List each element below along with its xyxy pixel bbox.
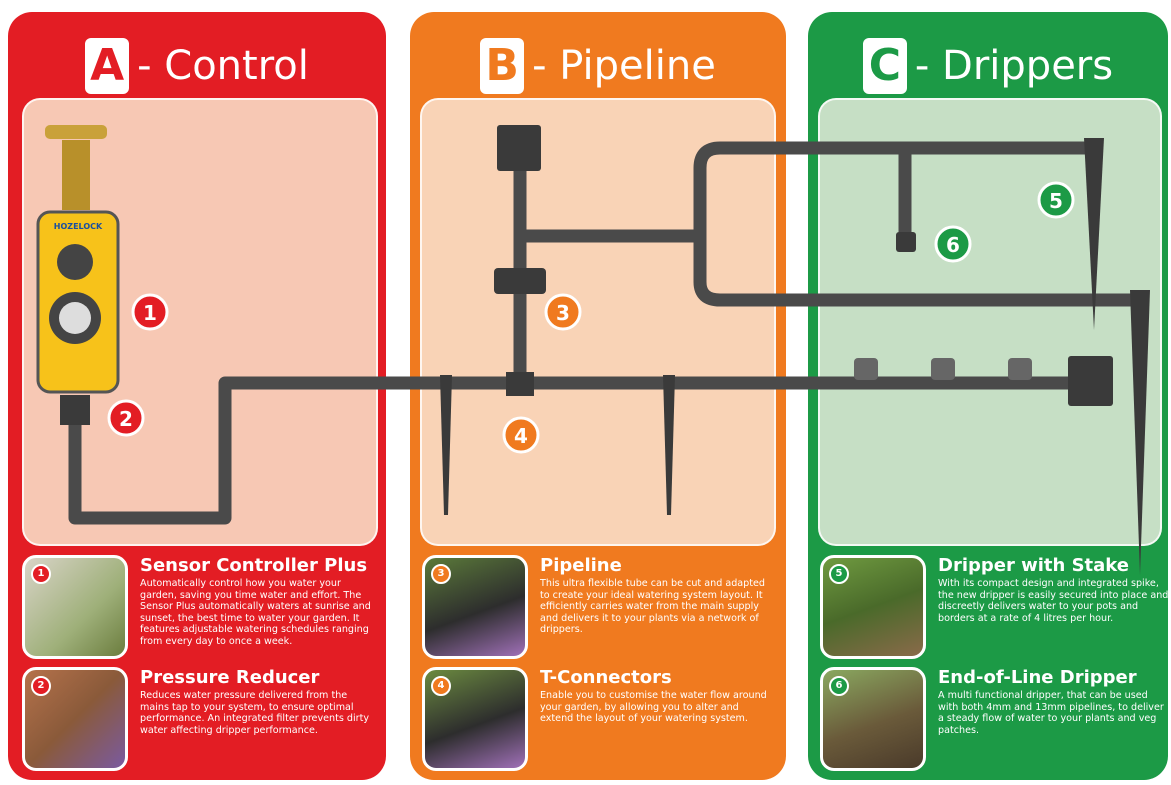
pipe-diagram: HOZELOCK 1 2 3 4 5 6 xyxy=(0,0,1171,785)
controller-device: HOZELOCK xyxy=(38,125,118,425)
callout: 1 xyxy=(133,295,167,329)
callout: 4 xyxy=(504,418,538,452)
callout: 3 xyxy=(546,295,580,329)
callout-label: 3 xyxy=(556,301,570,325)
callout-label: 2 xyxy=(119,407,133,431)
callout: 5 xyxy=(1039,183,1073,217)
callout-label: 4 xyxy=(514,424,528,448)
callout-label: 6 xyxy=(946,233,960,257)
pipes xyxy=(75,148,1135,518)
callout-label: 1 xyxy=(143,301,157,325)
callout: 2 xyxy=(109,401,143,435)
device-label: HOZELOCK xyxy=(54,222,103,231)
callout-label: 5 xyxy=(1049,189,1063,213)
page: A- Control 1 Sensor Controller Plus Auto… xyxy=(0,0,1171,785)
callout: 6 xyxy=(936,227,970,261)
